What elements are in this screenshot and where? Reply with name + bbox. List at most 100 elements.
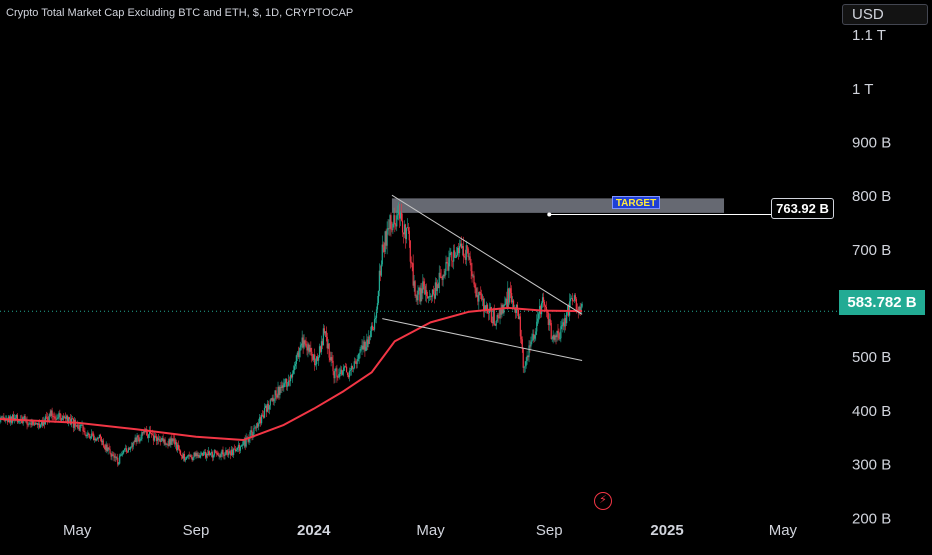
candle-body (260, 417, 262, 424)
candle-body (547, 312, 549, 326)
candle-body (41, 421, 44, 426)
candle-body (506, 298, 508, 308)
candle-body (472, 275, 474, 277)
candle-body (468, 256, 470, 258)
candle-body (418, 287, 420, 291)
candle-body (442, 274, 444, 280)
candle-body (62, 416, 64, 420)
candle-body (258, 423, 260, 427)
candle-body (460, 243, 463, 248)
candle-body (399, 212, 401, 219)
candle-body (241, 445, 243, 446)
candle-body (344, 366, 346, 368)
candle-body (411, 262, 413, 264)
candle-body (51, 410, 53, 416)
candle-body (376, 303, 379, 310)
candle-body (410, 261, 412, 263)
candle-body (286, 378, 288, 387)
candle-body (394, 215, 396, 225)
candle-body (409, 240, 411, 262)
candle-body (42, 421, 45, 426)
candle-body (378, 270, 380, 291)
candle-body (193, 452, 195, 458)
candle-body (443, 274, 445, 277)
candle-body (152, 435, 155, 441)
candle-body (157, 437, 159, 441)
candle-body (301, 337, 303, 346)
candle-body (249, 432, 251, 439)
candle-body (309, 347, 311, 352)
candle-body (531, 340, 533, 342)
candle-body (374, 317, 377, 320)
chart-title: Crypto Total Market Cap Excluding BTC an… (6, 7, 354, 19)
candle-body (294, 364, 296, 367)
candle-body (556, 330, 558, 338)
candle-body (432, 289, 435, 295)
candle-body (50, 410, 52, 416)
candle-body (192, 457, 194, 461)
candle-body (332, 360, 334, 372)
candle-body (52, 415, 54, 417)
candle-body (227, 452, 229, 456)
candle-body (77, 424, 79, 428)
candle-body (375, 309, 378, 318)
candle-body (2, 416, 4, 418)
candle-body (385, 231, 387, 246)
candle-body (177, 444, 180, 449)
candle-body (319, 346, 322, 352)
candle-body (1, 416, 3, 418)
candle-body (495, 321, 497, 326)
candle-body (32, 421, 34, 425)
candle-body (330, 357, 332, 361)
candle-body (128, 448, 130, 450)
currency-button[interactable]: USD (842, 4, 928, 25)
candle-body (368, 336, 370, 345)
last-price-tag: 583.782 B (839, 290, 925, 315)
candle-body (46, 417, 48, 421)
candle-body (345, 366, 348, 373)
candle-body (272, 397, 274, 402)
candle-body (303, 340, 305, 348)
candle-body (133, 441, 135, 443)
candle-body (524, 365, 526, 367)
candle-body (66, 415, 68, 419)
candle-body (266, 403, 269, 412)
candle-body (104, 446, 106, 450)
candle-body (118, 463, 120, 465)
candle-body (154, 435, 157, 437)
candle-body (390, 215, 392, 230)
candle-body (355, 362, 357, 364)
candle-body (371, 325, 373, 331)
candle-body (300, 345, 302, 347)
candle-body (292, 370, 295, 374)
candle-body (493, 309, 495, 324)
candle-body (261, 414, 263, 424)
candle-body (36, 422, 38, 424)
candle-body (480, 293, 482, 296)
candle-body (16, 414, 18, 423)
candle-body (441, 277, 443, 280)
candle-body (273, 398, 275, 402)
candle-body (123, 449, 126, 451)
candle-body (563, 322, 565, 327)
flash-icon[interactable]: ⚡ (594, 492, 612, 510)
candle-body (283, 383, 285, 388)
candle-body (350, 365, 352, 371)
candle-body (238, 444, 241, 451)
candle-body (114, 456, 116, 458)
candle-body (425, 290, 427, 295)
candle-body (352, 367, 354, 369)
candle-body (450, 252, 452, 254)
candle-body (558, 333, 560, 339)
candle-body (512, 300, 514, 303)
candle-body (520, 336, 522, 340)
candle-body (434, 282, 436, 299)
candle-body (351, 365, 353, 369)
candle-body (217, 452, 219, 456)
candle-body (516, 304, 519, 311)
candle-body (553, 335, 555, 340)
candle-body (508, 288, 510, 303)
candle-body (435, 282, 437, 292)
